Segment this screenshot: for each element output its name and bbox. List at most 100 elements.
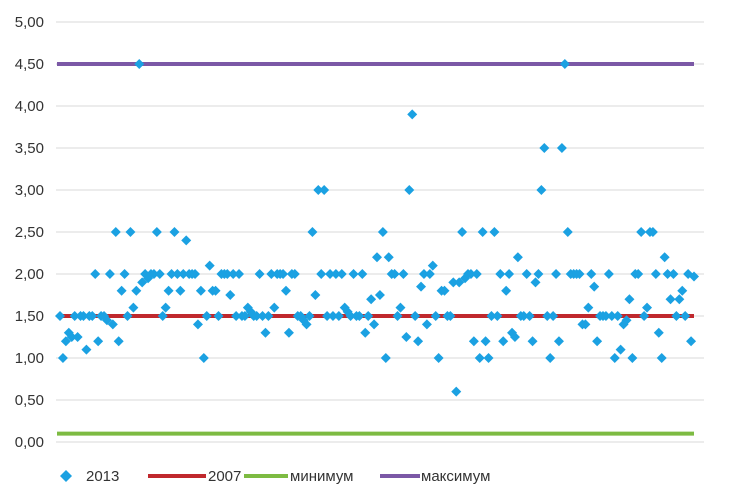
data-point [509,332,520,342]
data-point [325,269,336,279]
data-point [263,311,274,321]
legend-label-2007: 2007 [208,468,241,485]
data-point [395,302,406,313]
data-point [363,311,374,321]
data-point [163,285,174,296]
data-point [471,269,482,279]
data-point [131,285,142,296]
data-point [680,311,691,321]
data-point [239,311,250,321]
data-point [72,332,83,342]
data-point [650,269,661,279]
data-point [172,269,183,279]
data-point [87,311,98,321]
data-point [281,285,292,296]
data-point [222,269,233,279]
data-point [101,315,112,326]
data-point [190,269,201,279]
data-point [134,59,145,69]
legend-label-максимум: максимум [421,468,490,485]
data-point [609,353,620,363]
data-point [283,327,294,338]
data-point [413,336,424,347]
data-point [383,252,394,263]
data-point [574,269,585,279]
data-point [407,109,418,120]
data-point [689,271,699,282]
y-tick-label: 3,00 [15,182,44,199]
data-point [107,319,118,330]
data-point [489,227,500,237]
data-point [553,336,564,347]
data-point [589,281,600,292]
data-point [421,319,432,330]
data-point [539,143,550,153]
data-point [113,336,124,347]
data-point [369,319,380,330]
data-point [345,311,356,321]
data-point [231,311,242,321]
data-point [307,227,318,237]
data-point [377,227,388,237]
data-point [659,252,670,263]
data-point [548,311,559,321]
data-point [433,353,444,363]
data-point [424,269,435,279]
data-point [606,311,617,321]
data-point [562,227,573,237]
data-point [354,311,365,321]
data-point [278,269,289,279]
data-point [348,269,359,279]
data-point [556,143,567,153]
data-point [498,336,509,347]
y-tick-label: 2,00 [15,266,44,283]
data-point [260,327,271,338]
series-2013-points [55,59,699,397]
data-point [512,252,523,263]
data-point [674,294,685,305]
data-point [333,311,344,321]
data-point [398,269,409,279]
data-point [204,260,215,271]
data-point [533,269,544,279]
data-point [266,269,277,279]
data-point [427,260,438,271]
data-point [492,311,503,321]
data-point [374,290,385,300]
legend-marker-2013 [60,470,72,482]
data-point [78,311,89,321]
data-point [583,302,594,313]
data-point [289,269,300,279]
data-point [668,269,679,279]
data-point [213,311,224,321]
data-point [319,185,330,195]
data-point [542,311,553,321]
data-point [439,285,450,296]
data-point [536,185,547,195]
data-point [151,227,162,237]
data-point [559,59,570,69]
data-point [404,185,415,195]
y-tick-label: 0,00 [15,434,44,451]
data-point [653,327,664,338]
data-point [401,332,412,342]
data-point [633,269,644,279]
data-point [465,269,476,279]
data-point [612,311,623,321]
data-point [647,227,658,237]
data-point [592,336,603,347]
data-point [110,227,121,237]
data-point [169,227,180,237]
data-point [524,311,535,321]
data-point [201,311,212,321]
data-point [269,302,280,313]
data-point [468,336,479,347]
data-point [322,311,333,321]
legend: 2013 2007 минимум максимум [60,468,490,485]
data-point [304,311,315,321]
data-point [642,302,653,313]
data-point [360,327,371,338]
data-point [93,336,104,347]
data-point [128,302,139,313]
